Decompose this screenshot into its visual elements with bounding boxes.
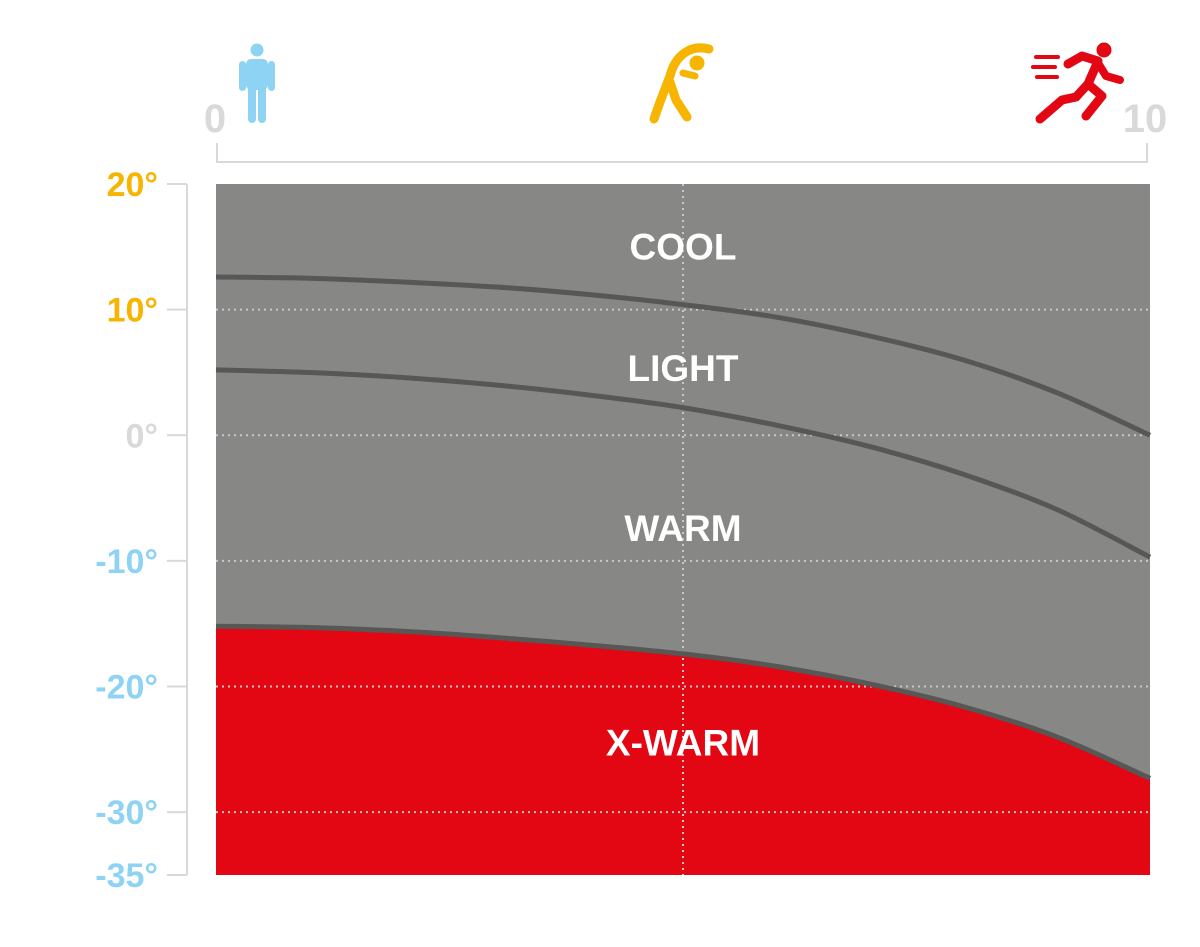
boundaries bbox=[215, 274, 1152, 781]
x-axis: 0 10 bbox=[204, 97, 1168, 163]
zone-label-light: LIGHT bbox=[628, 348, 739, 389]
y-tick-label: 10° bbox=[107, 292, 158, 330]
zone-xwarm-fill bbox=[216, 626, 1150, 875]
y-tick-label: 20° bbox=[107, 166, 158, 204]
zone-label-warm: WARM bbox=[624, 508, 741, 549]
x-tick-label-max: 10 bbox=[1123, 97, 1168, 141]
stretching-person-icon bbox=[649, 43, 714, 124]
y-axis: 20° 10° 0° -10° -20° -30° -35° bbox=[95, 166, 188, 895]
standing-person-icon bbox=[239, 43, 275, 123]
x-tick-label-min: 0 bbox=[204, 97, 226, 141]
y-tick-label: -35° bbox=[95, 857, 158, 895]
y-tick-label: -30° bbox=[95, 794, 158, 832]
warm-xwarm-boundary bbox=[215, 623, 1152, 781]
light-warm-boundary bbox=[215, 367, 1152, 560]
zone-label-x-warm: X-WARM bbox=[606, 723, 760, 764]
zone-label-cool: COOL bbox=[630, 226, 737, 267]
zones bbox=[216, 626, 1150, 875]
y-tick-label: -10° bbox=[95, 543, 158, 581]
y-tick-label: 0° bbox=[125, 417, 158, 455]
running-person-icon bbox=[1031, 42, 1124, 124]
y-tick-label: -20° bbox=[95, 669, 158, 707]
x-axis-bracket bbox=[216, 143, 1148, 163]
cool-light-boundary bbox=[215, 274, 1152, 438]
zone-labels: COOL LIGHT WARM X-WARM bbox=[606, 226, 760, 763]
grid bbox=[216, 184, 1150, 875]
activity-icons bbox=[239, 42, 1124, 124]
